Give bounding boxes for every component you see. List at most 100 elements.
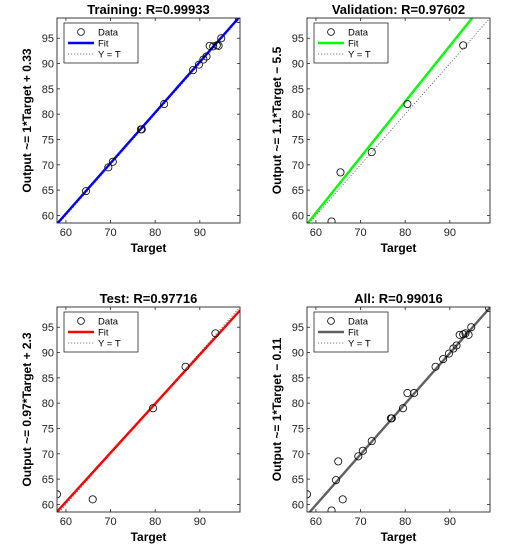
legend-entry: Data — [98, 28, 119, 39]
fit-line — [308, 307, 490, 512]
x-tick-label: 60 — [310, 516, 322, 528]
fit-line — [57, 18, 240, 223]
data-point — [209, 42, 218, 51]
legend-data-marker — [327, 317, 335, 325]
y-axis-label: Output ~= 1*Target + 0.33 — [20, 48, 34, 192]
y-tick-label: 65 — [292, 474, 304, 486]
y-tick-label: 80 — [42, 398, 54, 410]
data-point — [327, 506, 336, 512]
axes-box — [56, 306, 241, 513]
data-point — [449, 344, 458, 353]
x-tick-label: 60 — [60, 516, 72, 528]
legend-entry: Y = T — [348, 50, 371, 61]
legend-entry: Data — [348, 317, 369, 328]
panel-1: Training: R=0.99933 60 70 80 90 60 65 70 75 80 85 9… — [20, 2, 241, 255]
y-tick-label: 90 — [42, 59, 54, 71]
x-tick-label: 70 — [354, 516, 366, 528]
data-point — [181, 362, 190, 371]
y-tick-label: 85 — [42, 373, 54, 385]
legend-entry: Data — [98, 317, 119, 328]
y-tick-label: 75 — [292, 423, 304, 435]
x-axis-label: Target — [381, 530, 417, 544]
data-point — [455, 330, 464, 339]
x-tick-label: 90 — [194, 516, 206, 528]
axes-box — [56, 17, 241, 224]
y-tick-label: 65 — [42, 474, 54, 486]
data-point — [199, 55, 208, 64]
legend-entry: Y = T — [348, 339, 371, 350]
legend-data-marker — [77, 317, 85, 325]
axes-box — [306, 17, 491, 224]
data-point — [160, 100, 169, 109]
panel-2: Validation: R=0.97602 60 70 80 90 60 65 70 75 80 8… — [270, 2, 491, 255]
panel-4: All: R=0.99016 60 70 80 90 60 65 70 75 80 85 90 95 Ta… — [270, 291, 491, 544]
fit-line — [307, 18, 474, 223]
x-tick-label: 70 — [104, 227, 116, 239]
x-tick-label: 70 — [104, 516, 116, 528]
data-point — [387, 414, 396, 423]
x-tick-label: 80 — [149, 227, 161, 239]
data-point — [202, 52, 211, 61]
x-tick-label: 80 — [149, 516, 161, 528]
panel-3: Test: R=0.97716 60 70 80 90 60 65 70 75 80 85 90 95 T… — [20, 291, 241, 544]
x-tick-label: 70 — [354, 227, 366, 239]
y-tick-label: 70 — [292, 449, 304, 461]
data-point — [354, 452, 363, 461]
panel-title: All: R=0.99016 — [354, 291, 443, 306]
data-point — [439, 355, 448, 364]
y-tick-label: 70 — [42, 449, 54, 461]
y-tick-label: 95 — [292, 33, 304, 45]
legend-entry: Y = T — [98, 50, 121, 61]
y-tick-label: 95 — [42, 322, 54, 334]
x-axis-label: Target — [131, 530, 167, 544]
panel-title: Validation: R=0.97602 — [332, 2, 465, 17]
y-tick-label: 90 — [292, 59, 304, 71]
y-axis-label: Output ~= 0.97*Target + 2.3 — [20, 332, 34, 486]
legend-entry: Fit — [348, 328, 359, 339]
y-tick-label: 70 — [292, 160, 304, 172]
y-tick-label: 60 — [42, 210, 54, 222]
data-point — [459, 41, 468, 50]
y-tick-label: 75 — [42, 134, 54, 146]
data-point — [235, 18, 240, 24]
legend-data-marker — [77, 28, 85, 36]
x-tick-label: 90 — [444, 227, 456, 239]
legend-entry: Y = T — [98, 339, 121, 350]
x-axis-label: Target — [381, 241, 417, 255]
data-point — [452, 341, 461, 350]
x-axis-label: Target — [131, 241, 167, 255]
legend-entry: Fit — [98, 328, 109, 339]
y-tick-label: 85 — [292, 373, 304, 385]
data-point — [137, 125, 146, 134]
x-tick-label: 60 — [60, 227, 72, 239]
data-point — [194, 60, 203, 69]
y-tick-label: 85 — [292, 84, 304, 96]
identity-line — [308, 18, 490, 223]
fit-line — [57, 309, 240, 512]
data-point — [358, 446, 367, 455]
legend-data-marker — [327, 28, 335, 36]
y-tick-label: 80 — [42, 109, 54, 121]
y-tick-label: 90 — [292, 348, 304, 360]
data-point — [398, 404, 407, 413]
y-tick-label: 60 — [292, 210, 304, 222]
data-point — [338, 495, 347, 504]
data-point — [327, 217, 336, 223]
y-tick-label: 90 — [42, 348, 54, 360]
data-point — [444, 349, 453, 358]
data-point — [403, 100, 412, 109]
data-point — [217, 34, 226, 43]
panel-title: Test: R=0.97716 — [100, 291, 198, 306]
y-tick-label: 75 — [42, 423, 54, 435]
data-point — [104, 163, 113, 172]
data-point — [403, 389, 412, 398]
y-tick-label: 70 — [42, 160, 54, 172]
data-point — [410, 389, 419, 398]
data-point — [367, 148, 376, 157]
x-tick-label: 90 — [444, 516, 456, 528]
data-point — [334, 457, 343, 466]
